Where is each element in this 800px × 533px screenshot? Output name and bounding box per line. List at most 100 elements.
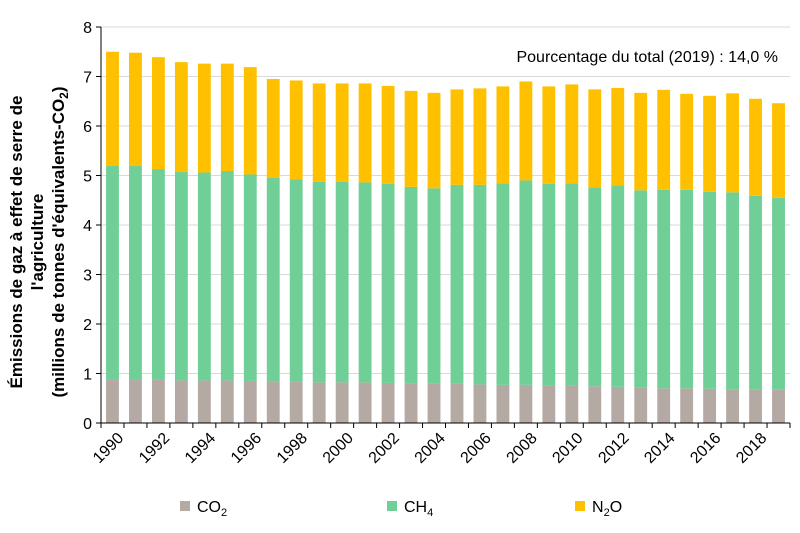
bar-segment-ch4 [427,188,441,384]
bar-segment-n2 [657,89,671,190]
bar-segment-co2 [289,381,303,423]
x-tick-label: 2008 [504,430,541,467]
bars [106,51,785,423]
bar-segment-co2 [772,389,785,423]
bar-segment-co2 [519,384,533,423]
y-tick-label: 0 [83,416,92,433]
bar-segment-ch4 [289,179,303,382]
bar-segment-n2 [289,80,303,180]
bar-segment-ch4 [358,182,372,383]
legend-label: CO2 [197,499,227,519]
bar-segment-n2 [519,81,533,181]
bar-segment-co2 [634,387,648,423]
bar-segment-ch4 [106,165,119,380]
bar-segment-n2 [335,83,349,182]
bar-segment-n2 [106,51,119,166]
bar-segment-n2 [266,78,280,178]
x-tick-label: 2014 [641,430,678,467]
bar-segment-co2 [657,388,671,423]
bar-segment-ch4 [197,172,211,381]
x-tick-label: 1994 [182,430,219,467]
y-tick-label: 7 [83,70,92,87]
x-tick-label: 1992 [136,430,173,467]
bar-segment-ch4 [657,189,671,389]
bar-segment-n2 [129,52,142,166]
x-tick-label: 2006 [458,430,495,467]
bar-segment-ch4 [772,197,785,390]
bar-segment-n2 [358,83,372,183]
y-axis-label-line3: (millions de tonnes d'équivalents-CO2) [49,86,71,397]
y-axis-label-line1: Émissions de gaz à effet de serre de [7,96,26,389]
bar-segment-co2 [220,380,234,423]
bar-segment-n2 [197,63,211,173]
bar-segment-co2 [703,388,717,423]
bar-segment-n2 [381,85,395,184]
x-tick-label: 2016 [687,430,724,467]
bar-segment-ch4 [588,187,602,387]
bar-segment-co2 [749,389,762,423]
bar-segment-ch4 [450,184,464,384]
axes [96,26,791,428]
bar-segment-n2 [611,87,625,186]
bar-segment-n2 [312,83,326,182]
y-tick-labels: 0 1 2 3 4 5 6 7 8 [83,20,92,433]
bar-segment-n2 [450,89,464,185]
bar-segment-co2 [381,382,395,423]
bar-segment-ch4 [703,191,717,389]
bar-segment-co2 [358,382,372,423]
x-tick-labels: 1990 1992 1994 1996 1998 2000 2002 2004 2006 2008… [90,430,770,467]
y-axis-label: Émissions de gaz à effet de serre de l'a… [7,86,71,397]
x-tick-label: 1998 [274,430,311,467]
bar-segment-ch4 [519,180,533,385]
bar-segment-ch4 [473,184,487,385]
bar-segment-n2 [726,93,740,193]
bar-segment-n2 [473,88,487,185]
x-tick-label: 1990 [90,430,127,467]
bar-segment-co2 [174,380,188,423]
x-tick-label: 2004 [412,430,449,467]
legend-label: N2O [592,499,622,519]
bar-segment-n2 [749,98,762,196]
bar-segment-n2 [772,103,785,198]
bar-segment-co2 [680,388,694,423]
bar-segment-n2 [243,67,257,175]
legend-swatch [575,501,585,511]
bar-segment-n2 [427,92,441,189]
bar-segment-co2 [496,384,510,423]
bar-segment-co2 [197,380,211,423]
bar-segment-ch4 [220,171,234,381]
bar-segment-co2 [588,386,602,423]
bar-segment-n2 [703,95,717,192]
bar-segment-co2 [335,382,349,423]
legend-swatch [180,501,190,511]
legend-swatch [387,501,397,511]
legend-label: CH4 [404,499,433,519]
bar-segment-ch4 [542,183,556,386]
bar-segment-co2 [565,385,579,423]
bar-segment-n2 [174,62,188,173]
bar-segment-co2 [404,383,418,423]
bar-segment-n2 [588,89,602,188]
bar-segment-ch4 [312,181,326,383]
y-tick-label: 6 [83,119,92,136]
x-tick-label: 1996 [228,430,265,467]
bar-segment-ch4 [266,177,280,382]
bar-segment-ch4 [243,174,257,381]
bar-segment-ch4 [611,185,625,387]
bar-segment-co2 [243,380,257,423]
bar-segment-co2 [106,379,119,423]
bar-segment-n2 [220,63,234,172]
bar-segment-n2 [634,92,648,191]
gridlines [101,26,790,374]
bar-segment-ch4 [634,190,648,388]
bar-segment-co2 [427,383,441,423]
bar-segment-ch4 [335,181,349,383]
bar-segment-ch4 [404,186,418,384]
bar-segment-co2 [151,379,165,423]
bar-segment-co2 [726,389,740,423]
bar-segment-co2 [611,386,625,423]
bar-segment-n2 [680,93,694,190]
bar-segment-n2 [151,57,165,170]
bar-segment-co2 [266,381,280,423]
